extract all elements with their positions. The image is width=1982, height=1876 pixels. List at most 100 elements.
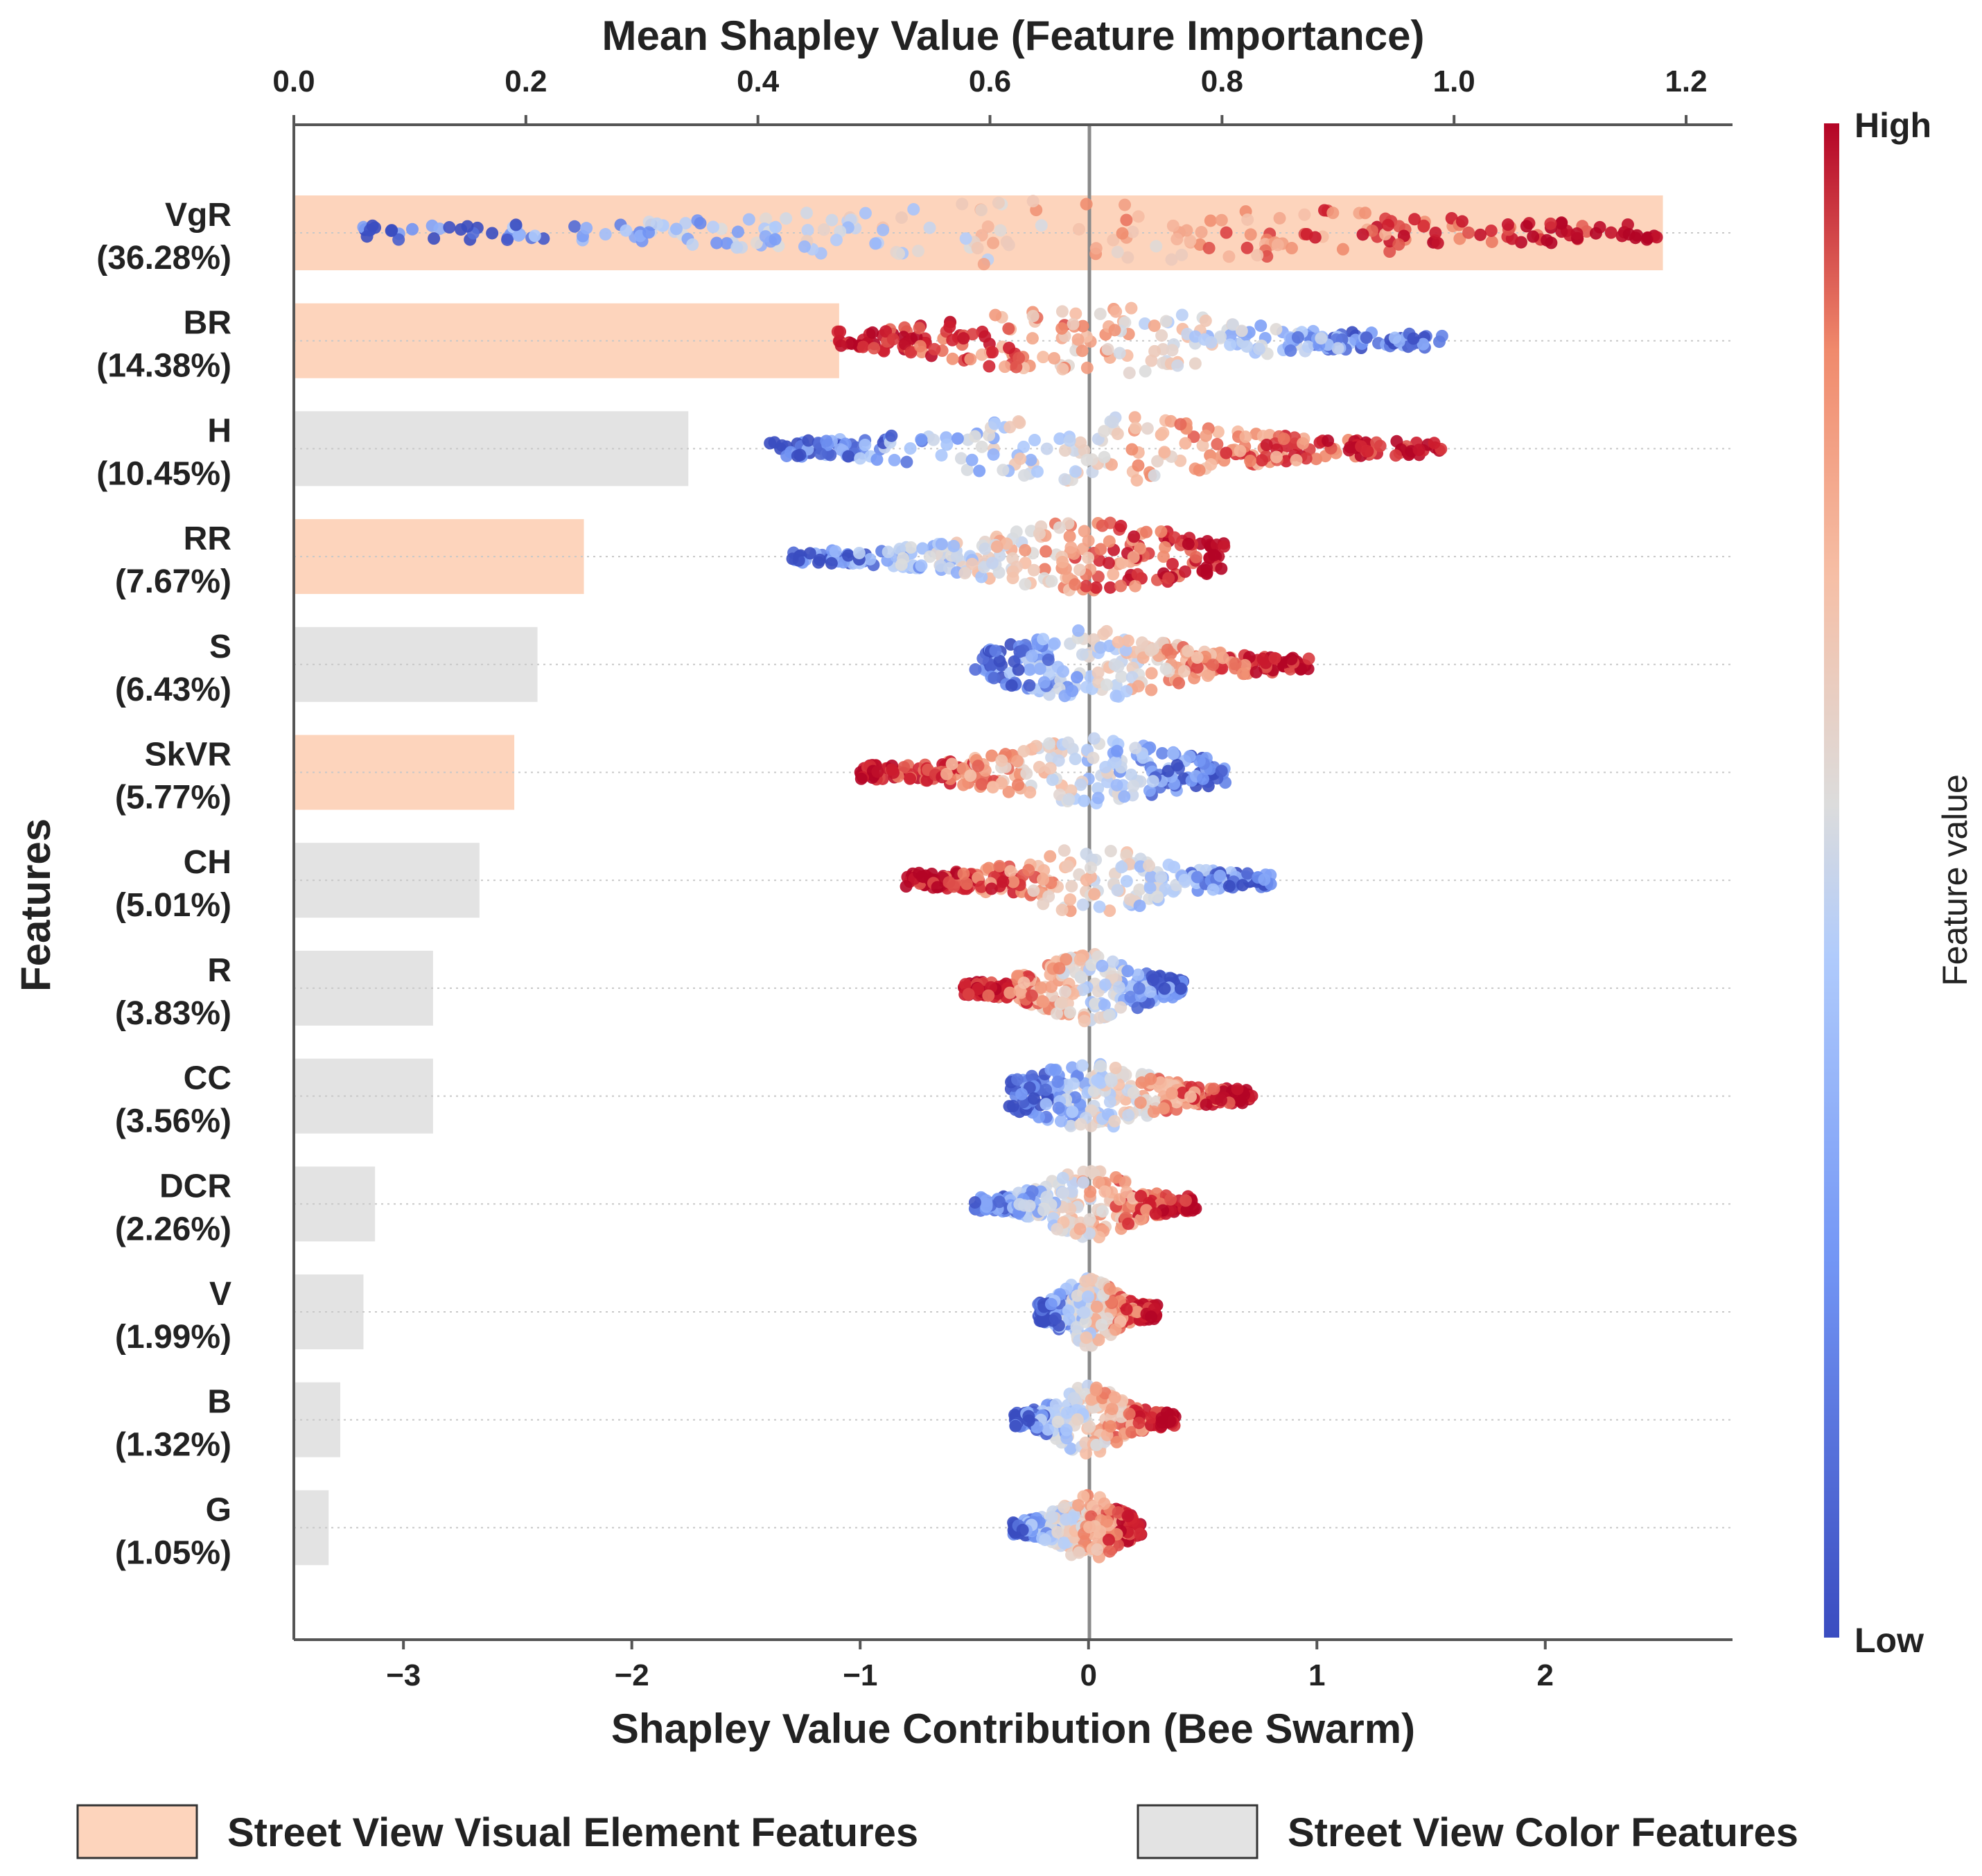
swarm-point [1148,344,1161,358]
swarm-point [1299,452,1313,465]
swarm-point [968,430,981,443]
swarm-point [1091,1543,1104,1556]
swarm-point [1003,342,1016,355]
feature-percent: (1.32%) [115,1427,231,1464]
swarm-point [1058,444,1071,457]
swarm-point [897,761,911,774]
swarm-point [1051,1075,1064,1088]
swarm-point [897,552,910,565]
swarm-point [1143,859,1156,873]
swarm-point [1236,879,1249,892]
swarm-point [1501,218,1514,231]
swarm-point [1189,1202,1202,1215]
swarm-point [769,233,782,246]
swarm-point [1084,861,1097,875]
swarm-point [904,442,917,455]
swarm-point [1229,657,1242,670]
feature-percent: (10.45%) [96,455,231,492]
swarm-point [1094,1525,1107,1538]
beeswarm [357,195,1663,1563]
swarm-point [957,778,970,791]
swarm-point [1125,671,1139,684]
swarm-point [961,463,974,476]
swarm-point [1127,780,1140,793]
swarm-point [528,229,541,243]
swarm-point [995,754,1008,767]
swarm-point [1133,883,1146,896]
swarm-point [1067,1392,1080,1405]
swarm-point [1087,751,1100,764]
swarm-point [1147,973,1160,986]
swarm-point [1085,1510,1098,1523]
swarm-point [946,352,959,365]
swarm-point [1104,1420,1117,1433]
swarm-point [1103,904,1116,918]
swarm-point [1098,425,1111,438]
swarm-point [1011,755,1024,768]
swarm-point [1058,473,1071,486]
swarm-point [985,749,999,762]
swarm-point [1184,234,1197,247]
swarm-point [1374,439,1387,453]
swarm-point [1089,242,1103,255]
colorbar-low-label: Low [1854,1621,1924,1660]
swarm-point [859,439,872,452]
swarm-point [1417,219,1430,232]
swarm-point [1085,870,1098,884]
swarm-point [1166,557,1179,570]
swarm-point [951,432,964,445]
swarm-point [1004,865,1017,878]
swarm-point [1010,525,1023,538]
swarm-point [1116,227,1129,240]
swarm-point [1360,331,1373,344]
swarm-point [1120,1303,1133,1316]
swarm-point [968,1196,981,1209]
swarm-point [943,320,956,333]
swarm-point [1055,996,1069,1009]
swarm-point [1109,1061,1122,1074]
swarm-row-v [1032,1272,1164,1352]
swarm-point [1111,245,1124,258]
swarm-point [1235,324,1248,337]
swarm-point [1072,624,1085,637]
swarm-point [1570,227,1584,240]
swarm-point [1092,1175,1105,1189]
swarm-point [405,222,419,236]
swarm-point [1158,446,1171,459]
swarm-point [1094,1011,1107,1024]
colorbar-title: Feature value [1936,774,1974,986]
swarm-point [1002,238,1015,252]
swarm-point [1154,1076,1167,1089]
swarm-point [1013,1198,1026,1211]
legend-swatch-color [1137,1804,1259,1859]
top-tick-label: 0.4 [737,64,780,98]
swarm-point [940,767,953,780]
swarm-point [1115,861,1128,874]
swarm-point [1094,307,1107,320]
swarm-point [935,448,948,462]
swarm-point [1089,1383,1103,1396]
feature-name: CC [184,1060,231,1097]
swarm-point [1015,1087,1028,1101]
swarm-point [1137,751,1150,764]
swarm-point [1065,879,1078,893]
swarm-point [486,227,499,240]
swarm-point [1005,679,1018,692]
swarm-point [1055,305,1069,318]
swarm-point [1144,644,1157,657]
swarm-point [825,556,838,570]
swarm-point [1344,441,1357,454]
swarm-point [1132,459,1145,472]
swarm-point [1125,301,1138,315]
swarm-point [958,566,972,579]
swarm-point [1171,359,1184,372]
swarm-point [1103,516,1116,529]
swarm-point [1356,228,1369,241]
swarm-point [1091,666,1105,679]
swarm-point [1007,875,1020,888]
swarm-point [1107,234,1120,247]
swarm-point [1076,319,1089,333]
swarm-point [987,448,1000,461]
swarm-point [1134,1527,1147,1541]
swarm-point [1157,426,1170,439]
